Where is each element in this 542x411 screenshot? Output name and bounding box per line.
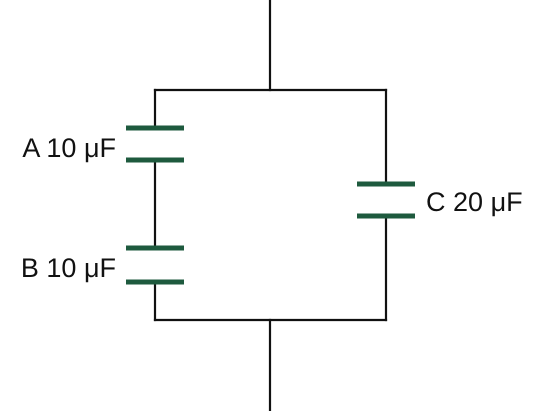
capacitor-a-unit: μF bbox=[84, 133, 116, 163]
capacitor-c-value: 20 bbox=[453, 187, 483, 217]
capacitor-a-value: 10 bbox=[46, 133, 76, 163]
capacitor-c-letter: C bbox=[426, 187, 446, 217]
capacitor-b: B 10 μF bbox=[21, 245, 184, 285]
capacitor-c: C 20 μF bbox=[357, 181, 523, 219]
capacitor-a: A 10 μF bbox=[22, 125, 184, 163]
capacitor-c-unit: μF bbox=[491, 187, 523, 217]
capacitor-b-label: B 10 μF bbox=[21, 253, 116, 283]
circuit-wires bbox=[153, 0, 388, 411]
capacitor-b-unit: μF bbox=[84, 253, 116, 283]
capacitor-c-label: C 20 μF bbox=[426, 187, 523, 217]
capacitor-a-label: A 10 μF bbox=[22, 133, 116, 163]
capacitor-b-value: 10 bbox=[46, 253, 76, 283]
capacitor-b-letter: B bbox=[21, 253, 39, 283]
capacitor-a-letter: A bbox=[22, 133, 40, 163]
